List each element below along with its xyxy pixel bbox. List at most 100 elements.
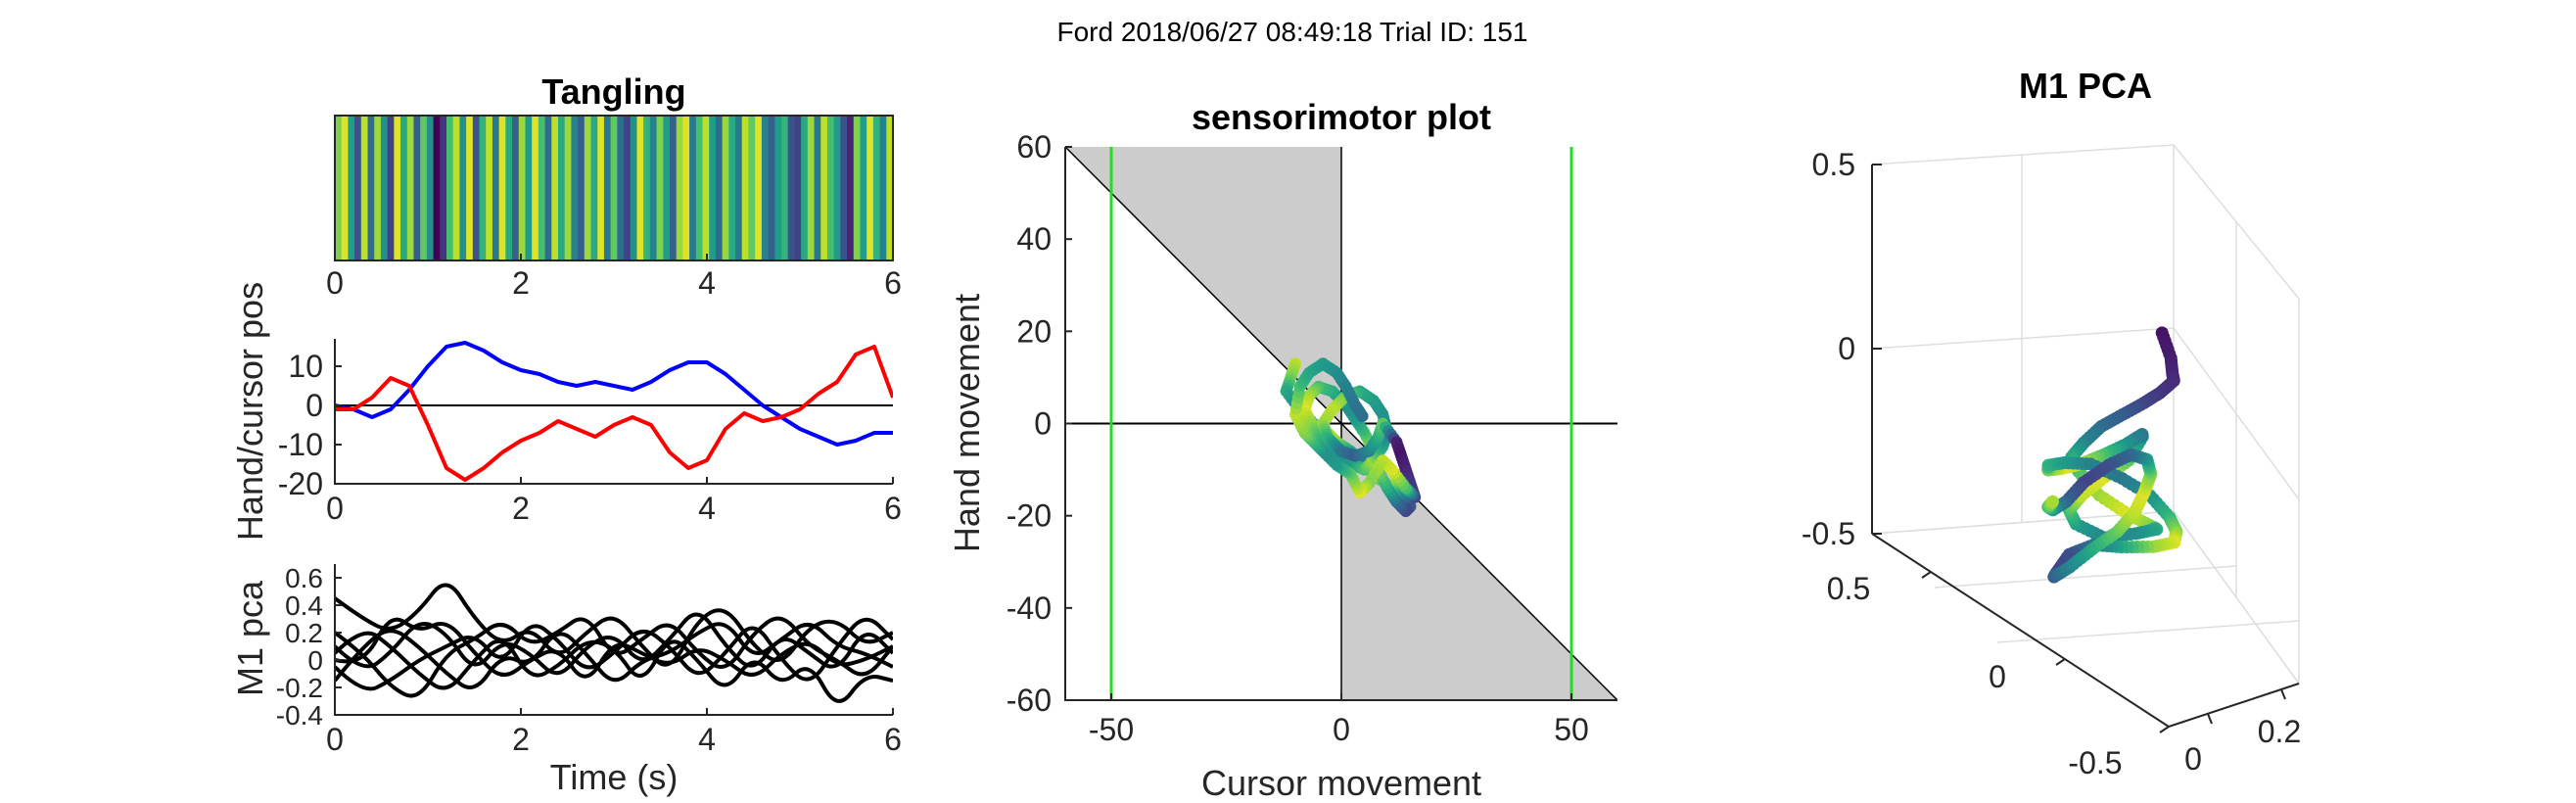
sensorimotor-panel: sensorimotor plot Cursor movement Hand m…	[947, 97, 1617, 803]
heatmap-cell	[755, 116, 763, 260]
heatmap-cell	[801, 116, 809, 260]
heatmap-cell	[872, 116, 881, 260]
heatmap-cell	[603, 116, 612, 260]
hand-cursor-ylabel: Hand/cursor pos	[230, 282, 270, 541]
heatmap-cell	[853, 116, 862, 260]
sensorimotor-content	[1065, 147, 1617, 700]
heatmap-cell	[400, 116, 408, 260]
x-tick-label: 0	[2184, 741, 2202, 777]
heatmap-cell	[722, 116, 729, 260]
heatmap-cell	[532, 116, 539, 260]
heatmap-cell	[787, 116, 796, 260]
y-tick-label: 0.4	[285, 590, 323, 621]
heatmap-cell	[360, 116, 369, 260]
m1-pca-3d-box	[1871, 144, 2300, 729]
heatmap-cell	[525, 116, 533, 260]
m1-pca-3d-points	[2041, 326, 2183, 584]
x-tick-label: 0.2	[2258, 714, 2301, 749]
heatmap-cell	[335, 116, 343, 260]
tangling-panel: Tangling 0 2 4 6	[326, 71, 902, 301]
m1-pca-3d-ticks: 0.5 0 -0.5 0.5 0 -0.5 0 0.2	[1802, 147, 2301, 780]
heatmap-cell	[715, 116, 724, 260]
y-tick-label: 10	[288, 349, 323, 384]
heatmap-cell	[512, 116, 520, 260]
tangling-heatmap	[335, 116, 894, 260]
x-tick-label: 0	[326, 265, 344, 301]
heatmap-cell	[387, 116, 395, 260]
y-tick-label: -0.5	[2068, 745, 2122, 780]
heatmap-cell	[374, 116, 382, 260]
y-tick-label: 0.5	[1827, 571, 1870, 606]
heatmap-cell	[794, 116, 802, 260]
heatmap-cell	[695, 116, 704, 260]
heatmap-cell	[768, 116, 775, 260]
y-tick-label: -0.4	[276, 700, 323, 731]
heatmap-cell	[354, 116, 362, 260]
heatmap-cell	[676, 116, 684, 260]
hand-cursor-lines	[335, 341, 893, 482]
heatmap-cell	[380, 116, 389, 260]
heatmap-cell	[466, 116, 474, 260]
heatmap-cell	[610, 116, 618, 260]
sensorimotor-xlabel: Cursor movement	[1201, 763, 1481, 803]
y-tick-label: 0	[1989, 659, 2006, 694]
z-tick-label: -0.5	[1802, 516, 1855, 551]
y-tick-label: 20	[1016, 313, 1052, 349]
heatmap-cell	[630, 116, 638, 260]
y-tick-mark	[1921, 571, 1932, 579]
sensorimotor-ticks: -50 0 50 60 40 20 0 -20 -40 -60	[1007, 129, 1589, 747]
heatmap-cell	[735, 116, 743, 260]
x-tick-label: 6	[884, 265, 902, 301]
heatmap-cell	[479, 116, 487, 260]
m1-pca-3d-title: M1 PCA	[2019, 66, 2152, 106]
x-tick-label: 0	[326, 491, 344, 526]
heatmap-cell	[348, 116, 355, 260]
heatmap-cell	[498, 116, 506, 260]
pca3d-point	[2046, 495, 2059, 508]
heatmap-cell	[420, 116, 428, 260]
x-tick-label: 2	[512, 265, 530, 301]
heatmap-cell	[426, 116, 435, 260]
heatmap-cell	[728, 116, 736, 260]
scatter-point	[1356, 410, 1369, 422]
heatmap-cell	[781, 116, 789, 260]
heatmap-cell	[440, 116, 447, 260]
heatmap-cell	[459, 116, 467, 260]
x-tick-label: 6	[884, 491, 902, 526]
heatmap-cell	[505, 116, 513, 260]
m1-pca-ticks: 0 2 4 60.60.40.20-0.2-0.4	[276, 563, 902, 757]
heatmap-cell	[406, 116, 415, 260]
z-tick-label: 0	[1838, 331, 1855, 366]
m1-pca-ylabel: M1 pca	[230, 580, 270, 696]
y-tick-label: 0	[1034, 406, 1052, 442]
y-tick-mark	[2055, 658, 2066, 666]
heatmap-cell	[544, 116, 552, 260]
pca-trace-line	[335, 631, 893, 703]
heatmap-cell	[774, 116, 782, 260]
heatmap-cell	[886, 116, 894, 260]
heatmap-cell	[663, 116, 671, 260]
heatmap-cell	[866, 116, 874, 260]
tangling-title: Tangling	[541, 71, 685, 112]
y-tick-mark	[2159, 726, 2170, 733]
y-tick-label: 60	[1016, 129, 1052, 165]
y-tick-label: -20	[1007, 498, 1052, 534]
heatmap-cell	[551, 116, 559, 260]
heatmap-cell	[643, 116, 651, 260]
sensorimotor-title: sensorimotor plot	[1192, 97, 1491, 137]
z-tick-label: 0.5	[1812, 147, 1855, 182]
heatmap-cell	[741, 116, 750, 260]
m1-pca-xlabel: Time (s)	[550, 757, 679, 797]
heatmap-cell	[709, 116, 717, 260]
y-tick-label: 40	[1016, 221, 1052, 257]
heatmap-cell	[433, 116, 441, 260]
heatmap-cell	[624, 116, 632, 260]
heatmap-cell	[702, 116, 710, 260]
y-tick-label: 0.6	[285, 563, 323, 593]
heatmap-cell	[682, 116, 690, 260]
heatmap-cell	[571, 116, 579, 260]
heatmap-cell	[689, 116, 697, 260]
